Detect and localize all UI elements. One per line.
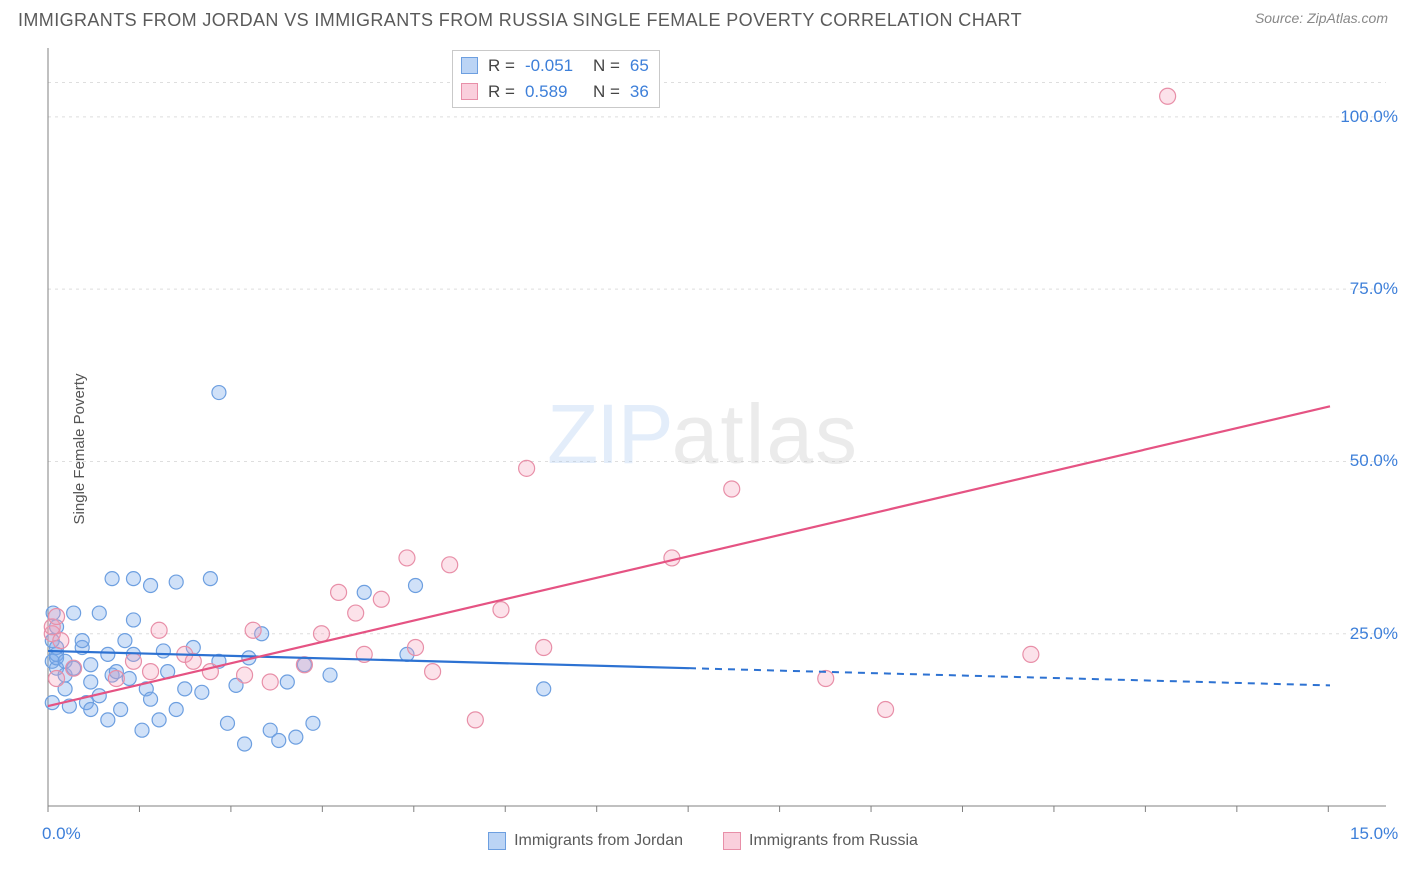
correlation-legend: R =-0.051N =65R =0.589N =36 (452, 50, 660, 108)
legend-item-russia: Immigrants from Russia (723, 832, 918, 850)
scatter-plot (0, 44, 1406, 854)
bottom-legend: Immigrants from Jordan Immigrants from R… (0, 832, 1406, 850)
y-tick: 25.0% (1350, 624, 1398, 644)
header: IMMIGRANTS FROM JORDAN VS IMMIGRANTS FRO… (0, 0, 1406, 35)
swatch-icon (461, 83, 478, 100)
legend-item-jordan: Immigrants from Jordan (488, 832, 683, 850)
chart-area: Single Female Poverty ZIPatlas R =-0.051… (0, 44, 1406, 854)
legend-label: Immigrants from Russia (749, 832, 918, 850)
source-label: Source: ZipAtlas.com (1255, 10, 1388, 26)
legend-label: Immigrants from Jordan (514, 832, 683, 850)
swatch-icon (723, 832, 741, 850)
corr-row: R =-0.051N =65 (461, 53, 649, 79)
chart-title: IMMIGRANTS FROM JORDAN VS IMMIGRANTS FRO… (18, 10, 1022, 31)
y-axis-label: Single Female Poverty (71, 374, 88, 525)
y-tick: 75.0% (1350, 279, 1398, 299)
y-tick: 100.0% (1340, 107, 1398, 127)
swatch-icon (461, 57, 478, 74)
corr-row: R =0.589N =36 (461, 79, 649, 105)
swatch-icon (488, 832, 506, 850)
y-tick: 50.0% (1350, 451, 1398, 471)
